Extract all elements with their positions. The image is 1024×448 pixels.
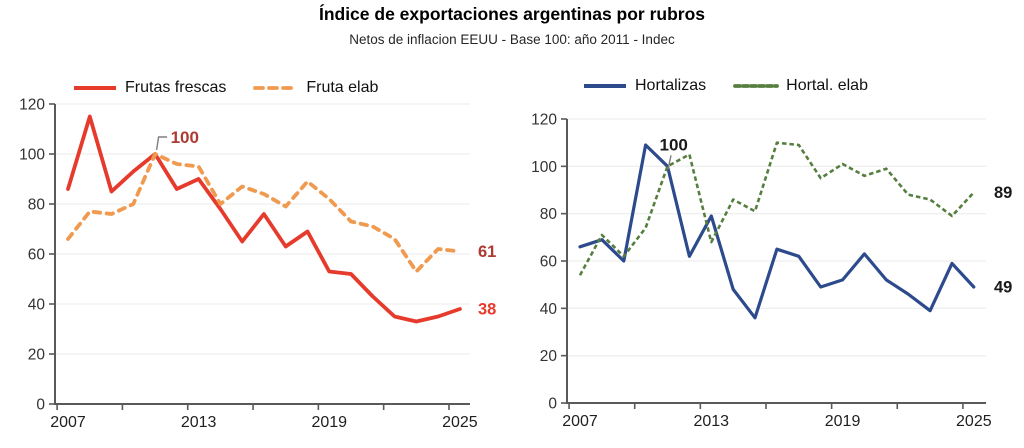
y-tick-label: 0	[548, 396, 557, 413]
x-tick-label: 2019	[311, 414, 347, 431]
y-tick-label: 40	[540, 301, 558, 318]
legend-solid-line-icon	[74, 86, 116, 90]
x-tick-label: 2013	[693, 413, 729, 430]
series-line-frutas-frescas	[66, 114, 462, 324]
legend-solid-line-icon	[584, 84, 626, 88]
legend-item-hortal-elab: Hortal. elab	[733, 77, 868, 95]
line-chart-hortalizas: 0 20 40 60 80 100 120 2007 2013 2019 2025 100 89 49	[531, 111, 1012, 430]
legend-hortalizas: Hortalizas Hortal. elab	[582, 77, 868, 95]
legend-item-fruta-elab: Fruta elab	[253, 79, 378, 97]
legend-item-frutas-frescas: Frutas frescas	[72, 79, 226, 97]
chart-panel-frutas: 0 20 40 60 80 100 120 2007 2013 2019 2025 100 61 38 F…	[0, 70, 512, 448]
x-tick-label: 2007	[562, 413, 598, 430]
line-chart-frutas: 0 20 40 60 80 100 120 2007 2013 2019 2025 100 61 38	[19, 97, 496, 432]
charts-row: 0 20 40 60 80 100 120 2007 2013 2019 2025 100 61 38 F…	[0, 70, 1024, 448]
end-value-label: 38	[478, 301, 496, 319]
legend-dashed-line-icon	[733, 84, 780, 88]
y-tick-label: 60	[28, 247, 46, 264]
x-tick-label: 2019	[825, 413, 861, 430]
peak-value-label: 100	[171, 128, 199, 147]
x-tick-label: 2013	[181, 414, 217, 431]
y-tick-label: 100	[19, 147, 45, 164]
x-tick-label: 2025	[956, 413, 992, 430]
y-tick-label: 80	[540, 206, 558, 223]
end-value-label: 49	[994, 279, 1012, 297]
legend-label-frutas-frescas: Frutas frescas	[125, 79, 227, 96]
legend-label-hortalizas: Hortalizas	[635, 77, 707, 94]
chart-title: Índice de exportaciones argentinas por r…	[318, 4, 706, 24]
x-tick-label: 2007	[50, 414, 86, 431]
legend-item-hortalizas: Hortalizas	[582, 77, 706, 95]
series-line-hortal-elab	[578, 141, 975, 276]
end-value-label: 61	[478, 243, 496, 261]
y-tick-label: 80	[28, 197, 46, 214]
series-line-fruta-elab	[66, 152, 462, 274]
end-value-label: 89	[994, 184, 1012, 202]
y-tick-label: 0	[36, 397, 45, 414]
y-tick-label: 120	[19, 97, 45, 114]
peak-value-label: 100	[660, 135, 688, 154]
y-tick-label: 100	[531, 159, 557, 176]
legend-frutas: Frutas frescas Fruta elab	[72, 79, 378, 97]
y-tick-label: 40	[28, 297, 46, 314]
chart-header: Índice de exportaciones argentinas por r…	[0, 4, 1024, 47]
chart-subtitle: Netos de inflacion EEUU - Base 100: año …	[349, 32, 675, 47]
y-tick-label: 20	[540, 348, 558, 365]
peak-leader-tick	[667, 155, 672, 170]
y-tick-label: 60	[540, 253, 558, 270]
chart-panel-hortalizas: 0 20 40 60 80 100 120 2007 2013 2019 2025 100 89 49 H…	[512, 70, 1024, 448]
legend-dashed-line-icon	[253, 86, 300, 90]
x-tick-label: 2025	[442, 414, 478, 431]
y-tick-label: 20	[28, 347, 46, 364]
legend-label-fruta-elab: Fruta elab	[306, 79, 379, 96]
y-tick-label: 120	[531, 111, 557, 128]
legend-label-hortal-elab: Hortal. elab	[786, 77, 868, 94]
peak-leader-line	[155, 136, 168, 151]
series-line-hortalizas	[578, 143, 976, 320]
